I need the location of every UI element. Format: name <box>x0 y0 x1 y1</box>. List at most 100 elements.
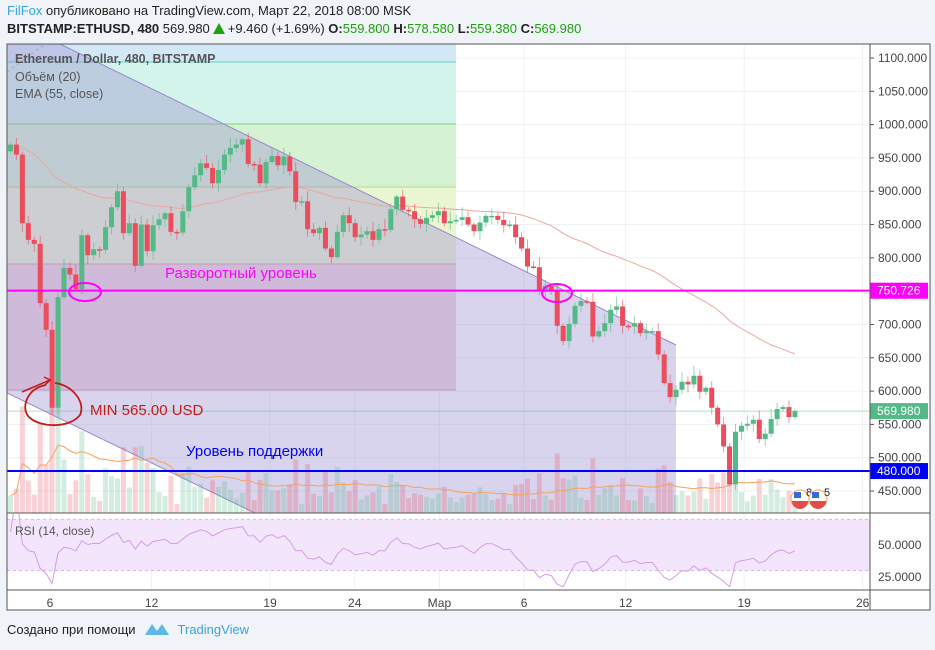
candle-body <box>412 211 418 220</box>
volume-bar <box>346 491 352 513</box>
volume-bar <box>352 480 358 513</box>
rsi-axis[interactable]: 50.0000 25.0000 <box>878 538 922 584</box>
symbol: BITSTAMP:ETHUSD, 480 <box>7 21 160 36</box>
candle <box>513 215 519 244</box>
volume-bar <box>287 484 293 513</box>
volume-bar <box>239 492 245 513</box>
reversal-ellipse-1[interactable] <box>68 282 102 302</box>
volume-bar <box>542 495 548 513</box>
candle-body <box>79 235 85 290</box>
volume-bar <box>73 480 79 513</box>
volume-bar <box>376 486 382 513</box>
candle <box>400 189 406 212</box>
support-label[interactable]: Уровень поддержки <box>186 443 323 460</box>
volume-bar <box>91 496 97 513</box>
candles <box>7 132 798 490</box>
candle-body <box>311 229 317 234</box>
volume-bar <box>370 492 376 513</box>
price-axis[interactable]: 1100.000 1050.000 1000.000 950.000 900.000 85… <box>870 51 928 498</box>
candle-body <box>334 231 340 258</box>
candle <box>305 191 311 237</box>
candle-body <box>501 219 507 226</box>
price-tick-label: 450.000 <box>878 484 922 498</box>
candle <box>649 327 655 334</box>
candle <box>631 316 637 334</box>
close-value: 569.980 <box>534 21 582 36</box>
descending-channel[interactable] <box>7 44 677 513</box>
min-label[interactable]: MIN 565.00 USD <box>90 402 204 419</box>
event-count: 8 <box>806 487 812 499</box>
candle-body <box>441 211 447 224</box>
candle <box>186 183 192 218</box>
volume-bar <box>180 473 186 513</box>
candle-body <box>536 267 542 290</box>
volume-bar <box>114 478 120 513</box>
candle <box>180 203 186 236</box>
candle <box>162 211 168 228</box>
volume-bar <box>150 467 156 513</box>
reversal-ellipse-2[interactable] <box>541 283 573 303</box>
tradingview-logo-icon[interactable] <box>144 621 170 637</box>
candle <box>441 206 447 227</box>
volume-bar <box>198 483 204 513</box>
time-axis[interactable]: 6 12 19 24 Мар 6 12 19 26 <box>47 596 870 610</box>
volume-bar <box>513 484 519 513</box>
volume-bar <box>566 479 572 513</box>
candle <box>376 223 382 244</box>
candle-body <box>762 433 768 440</box>
candle-body <box>198 163 204 176</box>
candle <box>215 160 221 192</box>
candle <box>221 149 227 175</box>
candle-body <box>685 381 691 385</box>
candle <box>79 229 85 295</box>
volume-bar <box>7 496 13 513</box>
ema-legend[interactable]: EMA (55, close) <box>15 87 104 101</box>
candle-body <box>358 234 364 238</box>
candle <box>55 292 61 415</box>
candle-body <box>400 196 406 210</box>
candle-body <box>643 331 649 334</box>
volume-legend[interactable]: Объём (20) <box>15 70 81 84</box>
candle <box>530 261 536 270</box>
candle-body <box>346 215 352 224</box>
candle <box>67 262 73 281</box>
candle <box>471 222 477 237</box>
candle-body <box>519 237 525 249</box>
price-labels: 569.980 750.726 480.000 <box>870 282 928 480</box>
candle-body <box>221 154 227 170</box>
candle <box>721 417 727 453</box>
rsi-legend: RSI (14, close) <box>15 524 94 538</box>
candle <box>204 154 210 170</box>
volume-bar <box>13 488 19 513</box>
candle-body <box>453 219 459 222</box>
candle-body <box>513 224 519 238</box>
candle-body <box>328 248 334 258</box>
event-markers[interactable]: 8 5 <box>790 487 830 509</box>
candle <box>774 403 780 426</box>
fib-retracement[interactable] <box>7 44 456 391</box>
candle <box>257 157 263 186</box>
author-link[interactable]: FilFox <box>7 3 43 18</box>
reversal-label[interactable]: Разворотный уровень <box>165 265 317 282</box>
candle-body <box>204 163 210 168</box>
volume-bar <box>305 464 311 513</box>
tradingview-link[interactable]: TradingView <box>177 621 250 637</box>
volume-bar <box>328 492 334 513</box>
high-label: H: <box>393 21 408 36</box>
volume-bar <box>55 352 61 513</box>
volume-ma-line <box>10 444 795 497</box>
candle <box>572 302 578 328</box>
candle <box>614 296 620 315</box>
volume-bar <box>530 499 536 513</box>
candle-body <box>489 215 495 218</box>
volume-bar <box>126 487 132 513</box>
volume-bar <box>715 482 721 513</box>
candle-body <box>376 229 382 240</box>
candle-body <box>560 325 566 342</box>
open-value: 559.800 <box>342 21 390 36</box>
volume-bar <box>186 466 192 513</box>
symbol-legend[interactable]: Ethereum / Dollar, 480, BITSTAMP <box>15 52 216 66</box>
min-circle[interactable] <box>24 382 83 427</box>
price-change: +9.460 (+1.69%) <box>227 21 325 36</box>
